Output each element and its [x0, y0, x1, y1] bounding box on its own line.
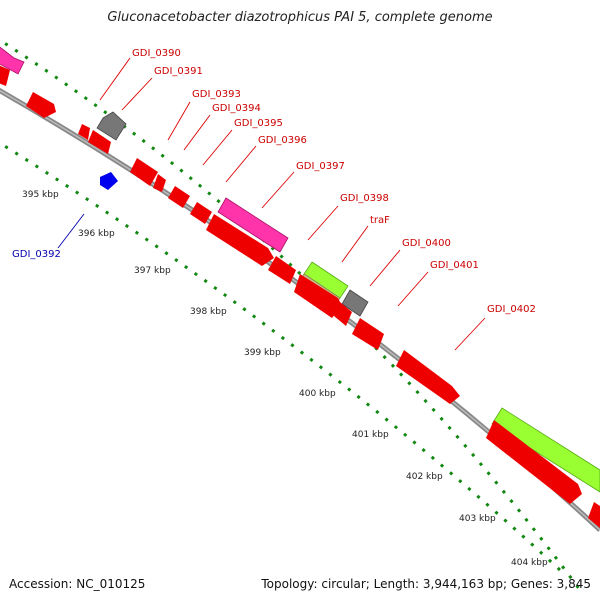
feature-magenta [217, 197, 289, 253]
cds-arrow [130, 158, 158, 186]
cds-features [0, 65, 600, 528]
gene-label[interactable]: GDI_0397 [296, 161, 345, 172]
label-leaders [99, 57, 486, 351]
gene-label-rna[interactable]: GDI_0392 [12, 249, 61, 260]
cds-arrow [588, 502, 600, 528]
tick-label: 399 kbp [244, 348, 281, 358]
cds-arrow [334, 302, 352, 326]
feature-lime [491, 407, 600, 493]
cds-arrow [352, 318, 384, 350]
tick-label: 404 kbp [511, 558, 548, 568]
gene-label[interactable]: GDI_0395 [234, 118, 283, 129]
cds-arrow [78, 124, 90, 140]
label-leader-rna [57, 213, 85, 249]
gene-label[interactable]: GDI_0394 [212, 103, 261, 114]
page-title: Gluconacetobacter diazotrophicus PAI 5, … [107, 10, 493, 25]
tick-label: 398 kbp [190, 307, 227, 317]
tick-label: 400 kbp [299, 389, 336, 399]
gene-label[interactable]: GDI_0393 [192, 89, 241, 100]
gene-label[interactable]: GDI_0400 [402, 238, 451, 249]
cds-arrow [153, 174, 166, 192]
cds-arrow [294, 274, 342, 318]
cds-arrow [168, 186, 190, 208]
cds-arrow [26, 92, 56, 118]
feature-magenta [0, 46, 25, 75]
tick-label: 395 kbp [22, 190, 59, 200]
tick-label: 402 kbp [406, 472, 443, 482]
rna-feature [100, 172, 118, 190]
cds-arrow [190, 202, 212, 224]
gene-label[interactable]: traF [370, 215, 390, 226]
cds-arrow [0, 65, 10, 86]
genome-summary: Topology: circular; Length: 3,944,163 bp… [261, 577, 591, 591]
cds-arrow [396, 350, 460, 404]
gene-label[interactable]: GDI_0401 [430, 260, 479, 271]
cds-arrow [268, 256, 296, 284]
gene-label[interactable]: GDI_0398 [340, 193, 389, 204]
cds-arrow [486, 420, 582, 504]
accession-label: Accession: NC_010125 [9, 577, 146, 591]
tick-label: 401 kbp [352, 430, 389, 440]
gene-label[interactable]: GDI_0390 [132, 48, 181, 59]
gene-label[interactable]: GDI_0391 [154, 66, 203, 77]
tick-label: 396 kbp [78, 229, 115, 239]
cds-arrow [88, 130, 111, 154]
outer-strand-features [0, 46, 600, 493]
gene-label[interactable]: GDI_0396 [258, 135, 307, 146]
feature-pseudo [96, 111, 127, 141]
feature-pseudo [341, 289, 369, 317]
gene-label[interactable]: GDI_0402 [487, 304, 536, 315]
tick-label: 403 kbp [459, 514, 496, 524]
cds-arrow [206, 214, 274, 266]
tick-label: 397 kbp [134, 266, 171, 276]
